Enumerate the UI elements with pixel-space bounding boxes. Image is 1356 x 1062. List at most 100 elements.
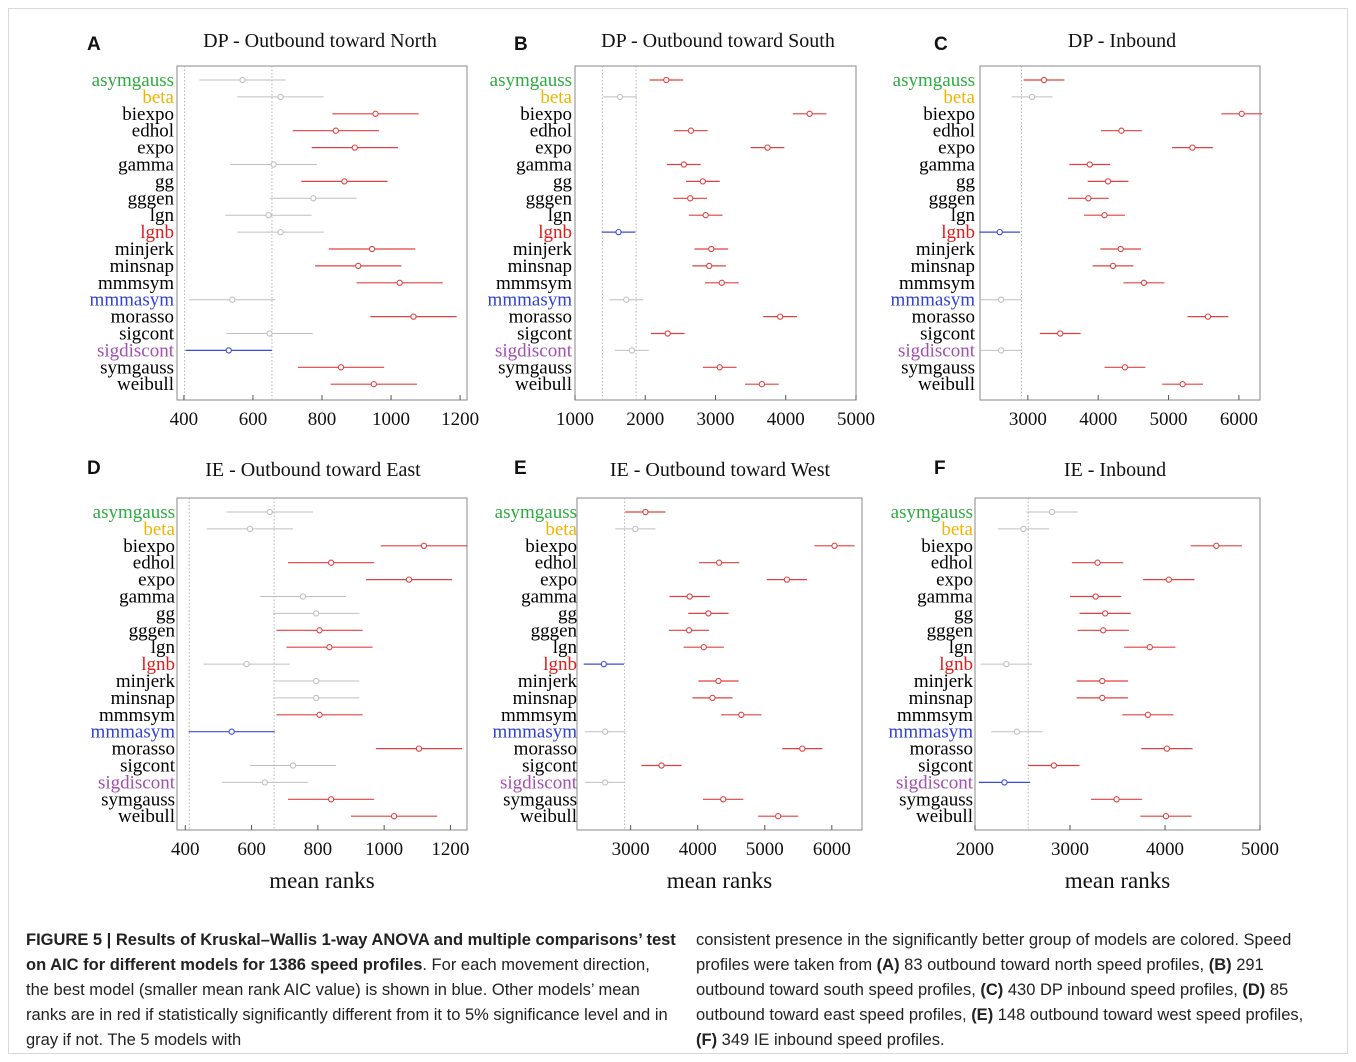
x-tick-label: 800 [304,839,333,860]
mean-rank-point [277,228,284,236]
model-label: minsnap [911,256,975,277]
model-label: sigdiscont [896,772,974,793]
panel-b: DP - Outbound toward South Basymgaussbeta… [488,30,875,430]
panel-title: DP - Outbound toward South [601,30,835,52]
mean-rank-point [716,364,723,371]
model-label: gg [558,603,578,624]
mean-rank-point [355,262,362,270]
mean-rank-point [341,178,348,185]
mean-rank-point [705,610,712,617]
model-label: weibull [918,374,975,395]
mean-rank-point [410,313,417,320]
mean-rank-point [239,76,246,84]
model-label: beta [143,519,175,540]
mean-rank-point [1020,525,1027,533]
mean-rank-point [316,627,323,634]
mean-rank-point [1028,93,1036,101]
mean-rank-point [602,728,609,735]
model-label: biexpo [921,536,973,557]
model-label: morasso [910,739,973,760]
model-label: biexpo [923,104,975,125]
model-label: biexpo [123,536,175,557]
mean-rank-point [265,212,272,219]
caption-right-text-4: 430 DP inbound speed profiles, [1003,981,1243,999]
model-label: sigcont [918,756,974,777]
model-label: expo [936,570,973,591]
model-label: edhol [132,121,174,142]
mean-rank-point [687,195,694,202]
model-label: sigcont [522,756,578,777]
mean-rank-point [277,93,284,101]
model-label: edhol [535,553,577,574]
mean-rank-point [332,127,339,134]
caption-right-text-7: 349 IE inbound speed profiles. [717,1031,945,1049]
model-label: asymgauss [93,502,175,523]
model-label: mmmsym [501,705,577,726]
mean-rank-point [1086,161,1093,168]
mean-rank-point [642,508,649,516]
model-label: morasso [514,739,577,760]
model-label: lgnb [543,654,577,675]
mean-rank-point [1213,542,1220,549]
caption-right-text-5: 85 outbound toward east speed profiles, [696,981,1289,1024]
caption-heading: FIGURE 5 | Results of Kruskal–Wallis 1-w… [26,931,676,974]
mean-rank-point [758,381,766,388]
mean-rank-point [686,593,693,600]
model-label: gamma [919,155,975,176]
model-label: lgn [548,205,573,226]
model-label: expo [137,138,174,159]
mean-rank-point [997,347,1005,354]
mean-rank-point [1013,728,1020,735]
x-tick-label: 3000 [697,409,735,430]
mean-rank-point [1121,364,1129,371]
mean-rank-point [1085,195,1092,202]
model-label: asymgauss [92,70,174,91]
model-label: gamma [119,587,175,608]
x-tick-label: 5000 [746,839,784,860]
x-tick-label: 4000 [1146,839,1184,860]
model-label: gamma [516,155,572,176]
model-label: symgauss [101,789,175,810]
model-label: weibull [117,374,174,395]
model-label: lgnb [141,654,175,675]
model-label: minjerk [916,239,976,260]
mean-rank-point [628,347,636,354]
model-label: minjerk [518,671,578,692]
mean-rank-point [243,660,250,668]
model-label: gggen [927,620,974,641]
panel-title: IE - Outbound toward East [205,459,421,481]
mean-rank-point [316,711,323,718]
model-label: mmmasym [493,722,578,743]
model-label: symgauss [498,357,572,378]
caption-right-text-2: 83 outbound toward north speed profiles, [899,956,1209,974]
mean-rank-point [351,144,358,151]
mean-rank-point [1050,762,1057,769]
mean-rank-point [337,364,345,371]
mean-rank-point [1101,212,1108,219]
model-label: symgauss [901,357,975,378]
model-label: sigdiscont [898,340,976,361]
mean-rank-point [266,330,273,337]
mean-rank-point [1189,144,1196,151]
mean-rank-point [783,576,791,583]
mean-rank-point [246,525,254,533]
panel-f: IE - Inbound Fasymgaussbetabiexpoedholexp… [889,458,1279,893]
caption-ref-b: (B) [1208,956,1232,974]
caption-ref-a: (A) [876,956,900,974]
model-label: minsnap [513,688,577,709]
mean-rank-point [700,644,707,651]
figure-panels: DP - Outbound toward NorthAasymgaussbeta… [87,30,1279,893]
mean-rank-point [326,644,333,651]
x-tick-label: 1000 [556,409,594,430]
model-label: edhol [933,121,975,142]
model-label: weibull [118,806,175,827]
x-axis-label: mean ranks [269,868,374,893]
mean-rank-point [702,212,709,219]
mean-rank-point [718,279,725,286]
panel-letter: F [934,458,946,479]
model-label: symgauss [899,789,973,810]
model-label: beta [545,519,577,540]
mean-rank-point [1146,644,1153,651]
model-label: symgauss [100,357,174,378]
x-tick-label: 1000 [372,409,410,430]
